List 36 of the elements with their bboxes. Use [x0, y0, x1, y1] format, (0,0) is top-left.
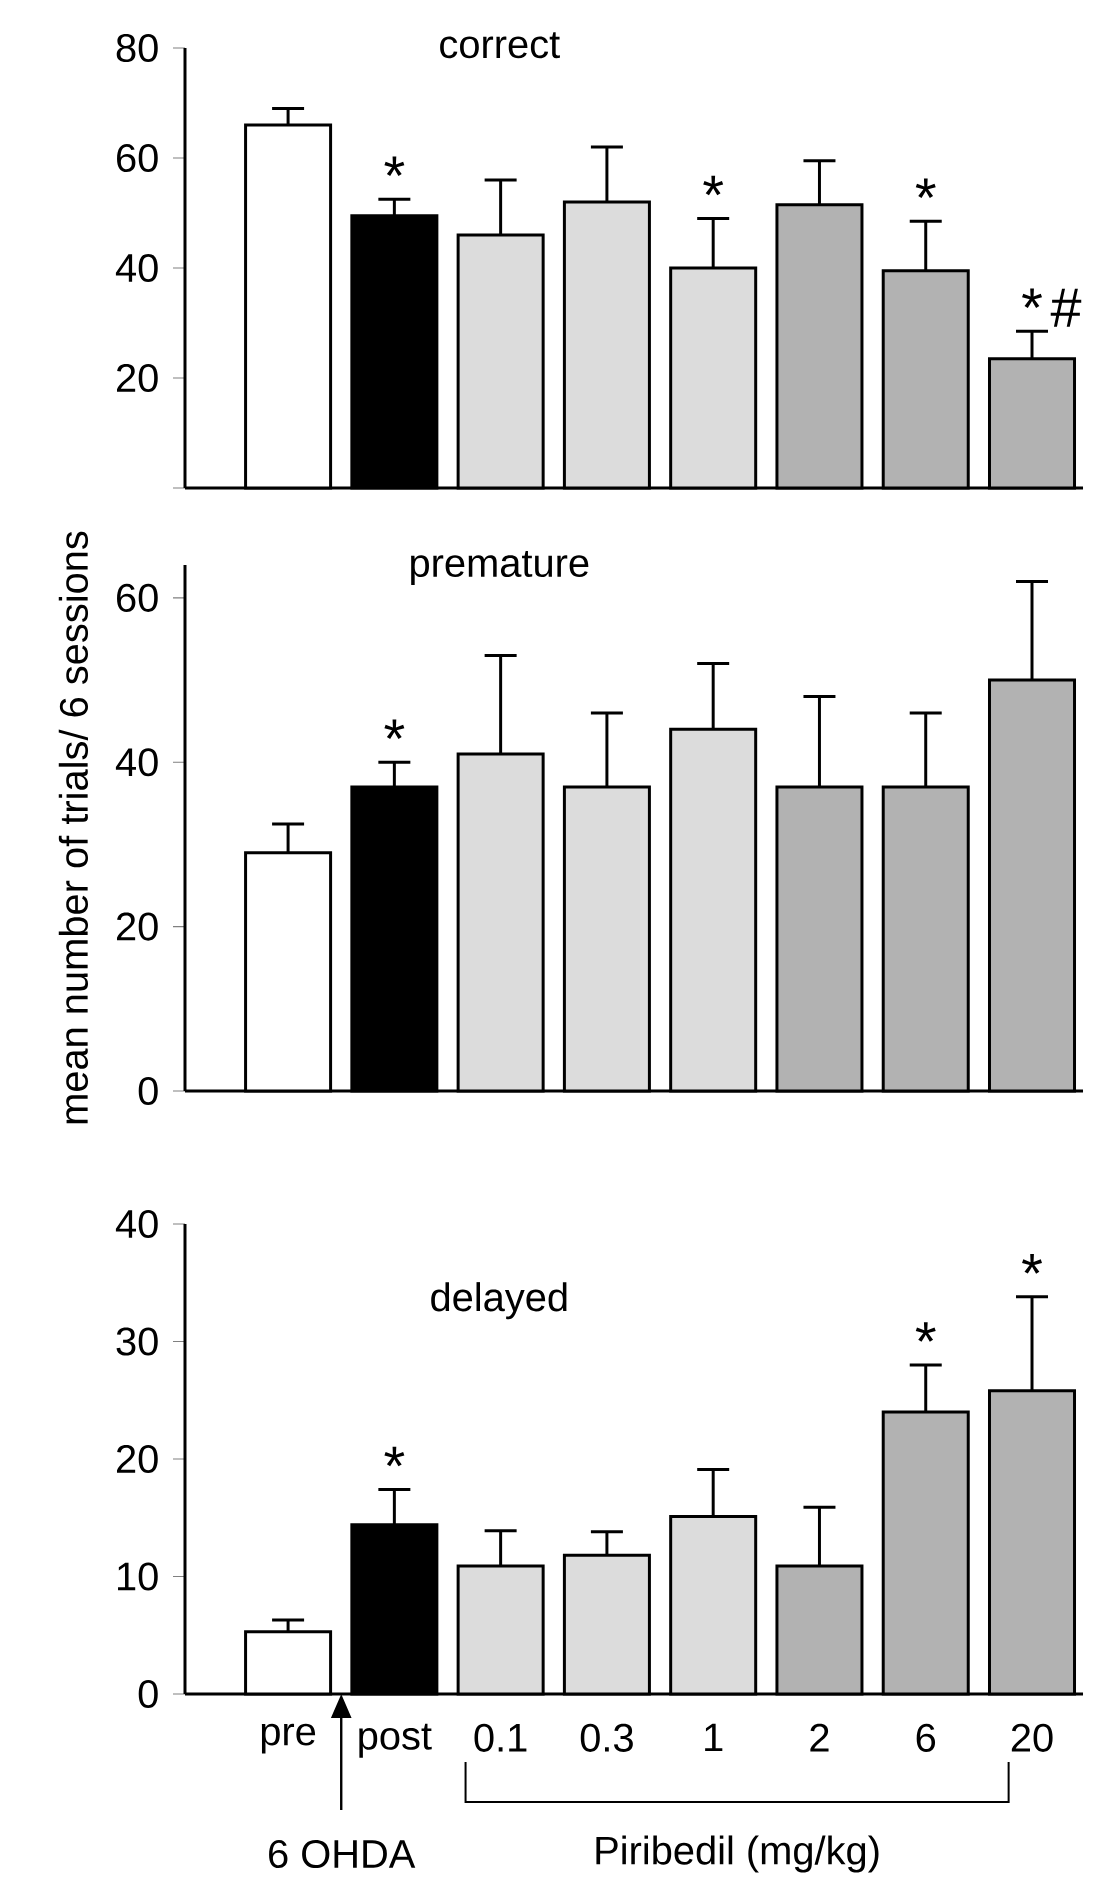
x-tick-label: 1 [705, 1723, 723, 1752]
x-tick-label: 6 [916, 1723, 936, 1752]
annotation: * [703, 175, 724, 196]
annotation: * [915, 1322, 936, 1342]
y-tick-label: 20 [116, 912, 158, 941]
annotation: * [384, 719, 405, 740]
annotation: * [1022, 288, 1042, 309]
annotation: * [915, 178, 936, 199]
annotation: # [1050, 288, 1082, 327]
x-tick-label: 0.3 [580, 1723, 633, 1752]
y-tick-label: 20 [116, 1444, 158, 1474]
y-tick-label: 40 [115, 748, 158, 777]
x-tick-label: post [359, 1723, 432, 1758]
y-tick-label: 60 [117, 583, 158, 612]
x-tick-label: 20 [1011, 1723, 1053, 1752]
x-tick-label: pre [261, 1723, 316, 1754]
x-tick-label: 0.1 [474, 1723, 527, 1752]
y-axis-title: mean number of trials/ 6 sessions [58, 531, 89, 1124]
y-tick-label: 80 [116, 33, 158, 63]
y-tick-label: 60 [117, 143, 158, 173]
text: 6 OHDA [269, 1839, 416, 1869]
chart-title: premature [411, 550, 589, 585]
text: delayed [431, 1282, 567, 1320]
chart-title: correct [440, 32, 560, 59]
x-tick-label: 2 [810, 1723, 829, 1752]
annotation: * [384, 1446, 405, 1467]
y-tick-label: 10 [118, 1562, 158, 1591]
text: Piribedil (mg/kg) [596, 1835, 879, 1873]
y-tick-label: 30 [116, 1327, 158, 1356]
y-tick-label: 0 [138, 1679, 158, 1709]
annotation: * [1022, 1254, 1042, 1274]
annotation: * [384, 156, 405, 177]
y-tick-label: 0 [138, 1076, 158, 1106]
y-tick-label: 40 [115, 1209, 158, 1239]
y-tick-label: 40 [115, 253, 158, 283]
y-tick-label: 20 [116, 363, 158, 393]
